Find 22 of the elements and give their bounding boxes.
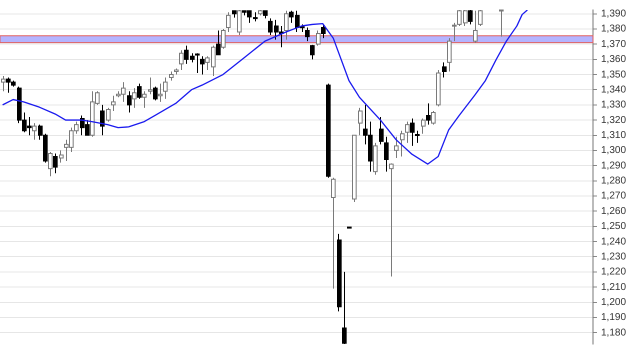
y-tick-label: 1,320 bbox=[600, 114, 626, 126]
y-tick-label: 1,180 bbox=[600, 327, 626, 338]
y-tick-label: 1,270 bbox=[600, 190, 626, 202]
y-tick-label: 1,330 bbox=[600, 100, 626, 111]
y-tick-label: 1,360 bbox=[600, 54, 626, 66]
y-tick-label: 1,200 bbox=[600, 297, 626, 308]
y-tick-label: 1,250 bbox=[600, 221, 626, 232]
y-tick-label: 1,350 bbox=[600, 69, 626, 80]
y-tick-label: 1,370 bbox=[600, 38, 626, 50]
y-tick-label: 1,240 bbox=[600, 236, 626, 248]
y-tick-label: 1,280 bbox=[600, 176, 626, 187]
y-tick-label: 1,380 bbox=[600, 24, 626, 35]
y-tick-label: 1,220 bbox=[600, 266, 626, 278]
y-tick-label: 1,210 bbox=[600, 282, 626, 293]
y-tick-label: 1,230 bbox=[600, 251, 626, 262]
y-tick-label: 1,390 bbox=[600, 8, 626, 20]
y-tick-label: 1,310 bbox=[600, 130, 626, 141]
y-tick-label: 1,300 bbox=[600, 145, 626, 156]
y-tick-label: 1,190 bbox=[600, 312, 626, 324]
y-tick-label: 1,340 bbox=[600, 84, 626, 96]
y-tick-label: 1,260 bbox=[600, 206, 626, 217]
y-tick-label: 1,290 bbox=[600, 160, 626, 172]
